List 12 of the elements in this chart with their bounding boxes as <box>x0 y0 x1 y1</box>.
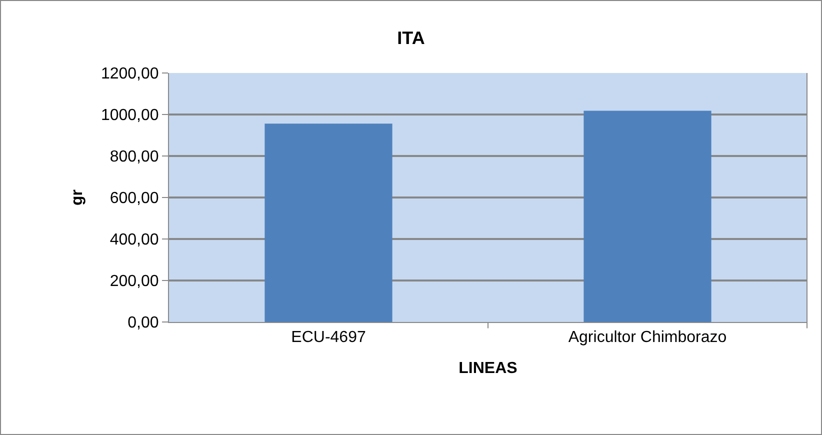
x-axis-title: LINEAS <box>458 360 518 377</box>
y-tick-label: 1200,00 <box>100 66 159 83</box>
y-tick-label: 600,00 <box>110 190 159 208</box>
y-tick-label: 200,00 <box>110 273 159 290</box>
y-tick-label: 400,00 <box>110 232 159 249</box>
chart-title: ITA <box>397 28 425 48</box>
y-tick-label: 800,00 <box>110 148 159 166</box>
x-tick-label: Agricultor Chimborazo <box>568 329 727 346</box>
y-tick-label: 0,00 <box>128 314 159 332</box>
x-tick-label: ECU-4697 <box>291 329 366 346</box>
y-axis-title: gr <box>68 190 86 206</box>
y-tick-label: 1000,00 <box>100 107 159 124</box>
